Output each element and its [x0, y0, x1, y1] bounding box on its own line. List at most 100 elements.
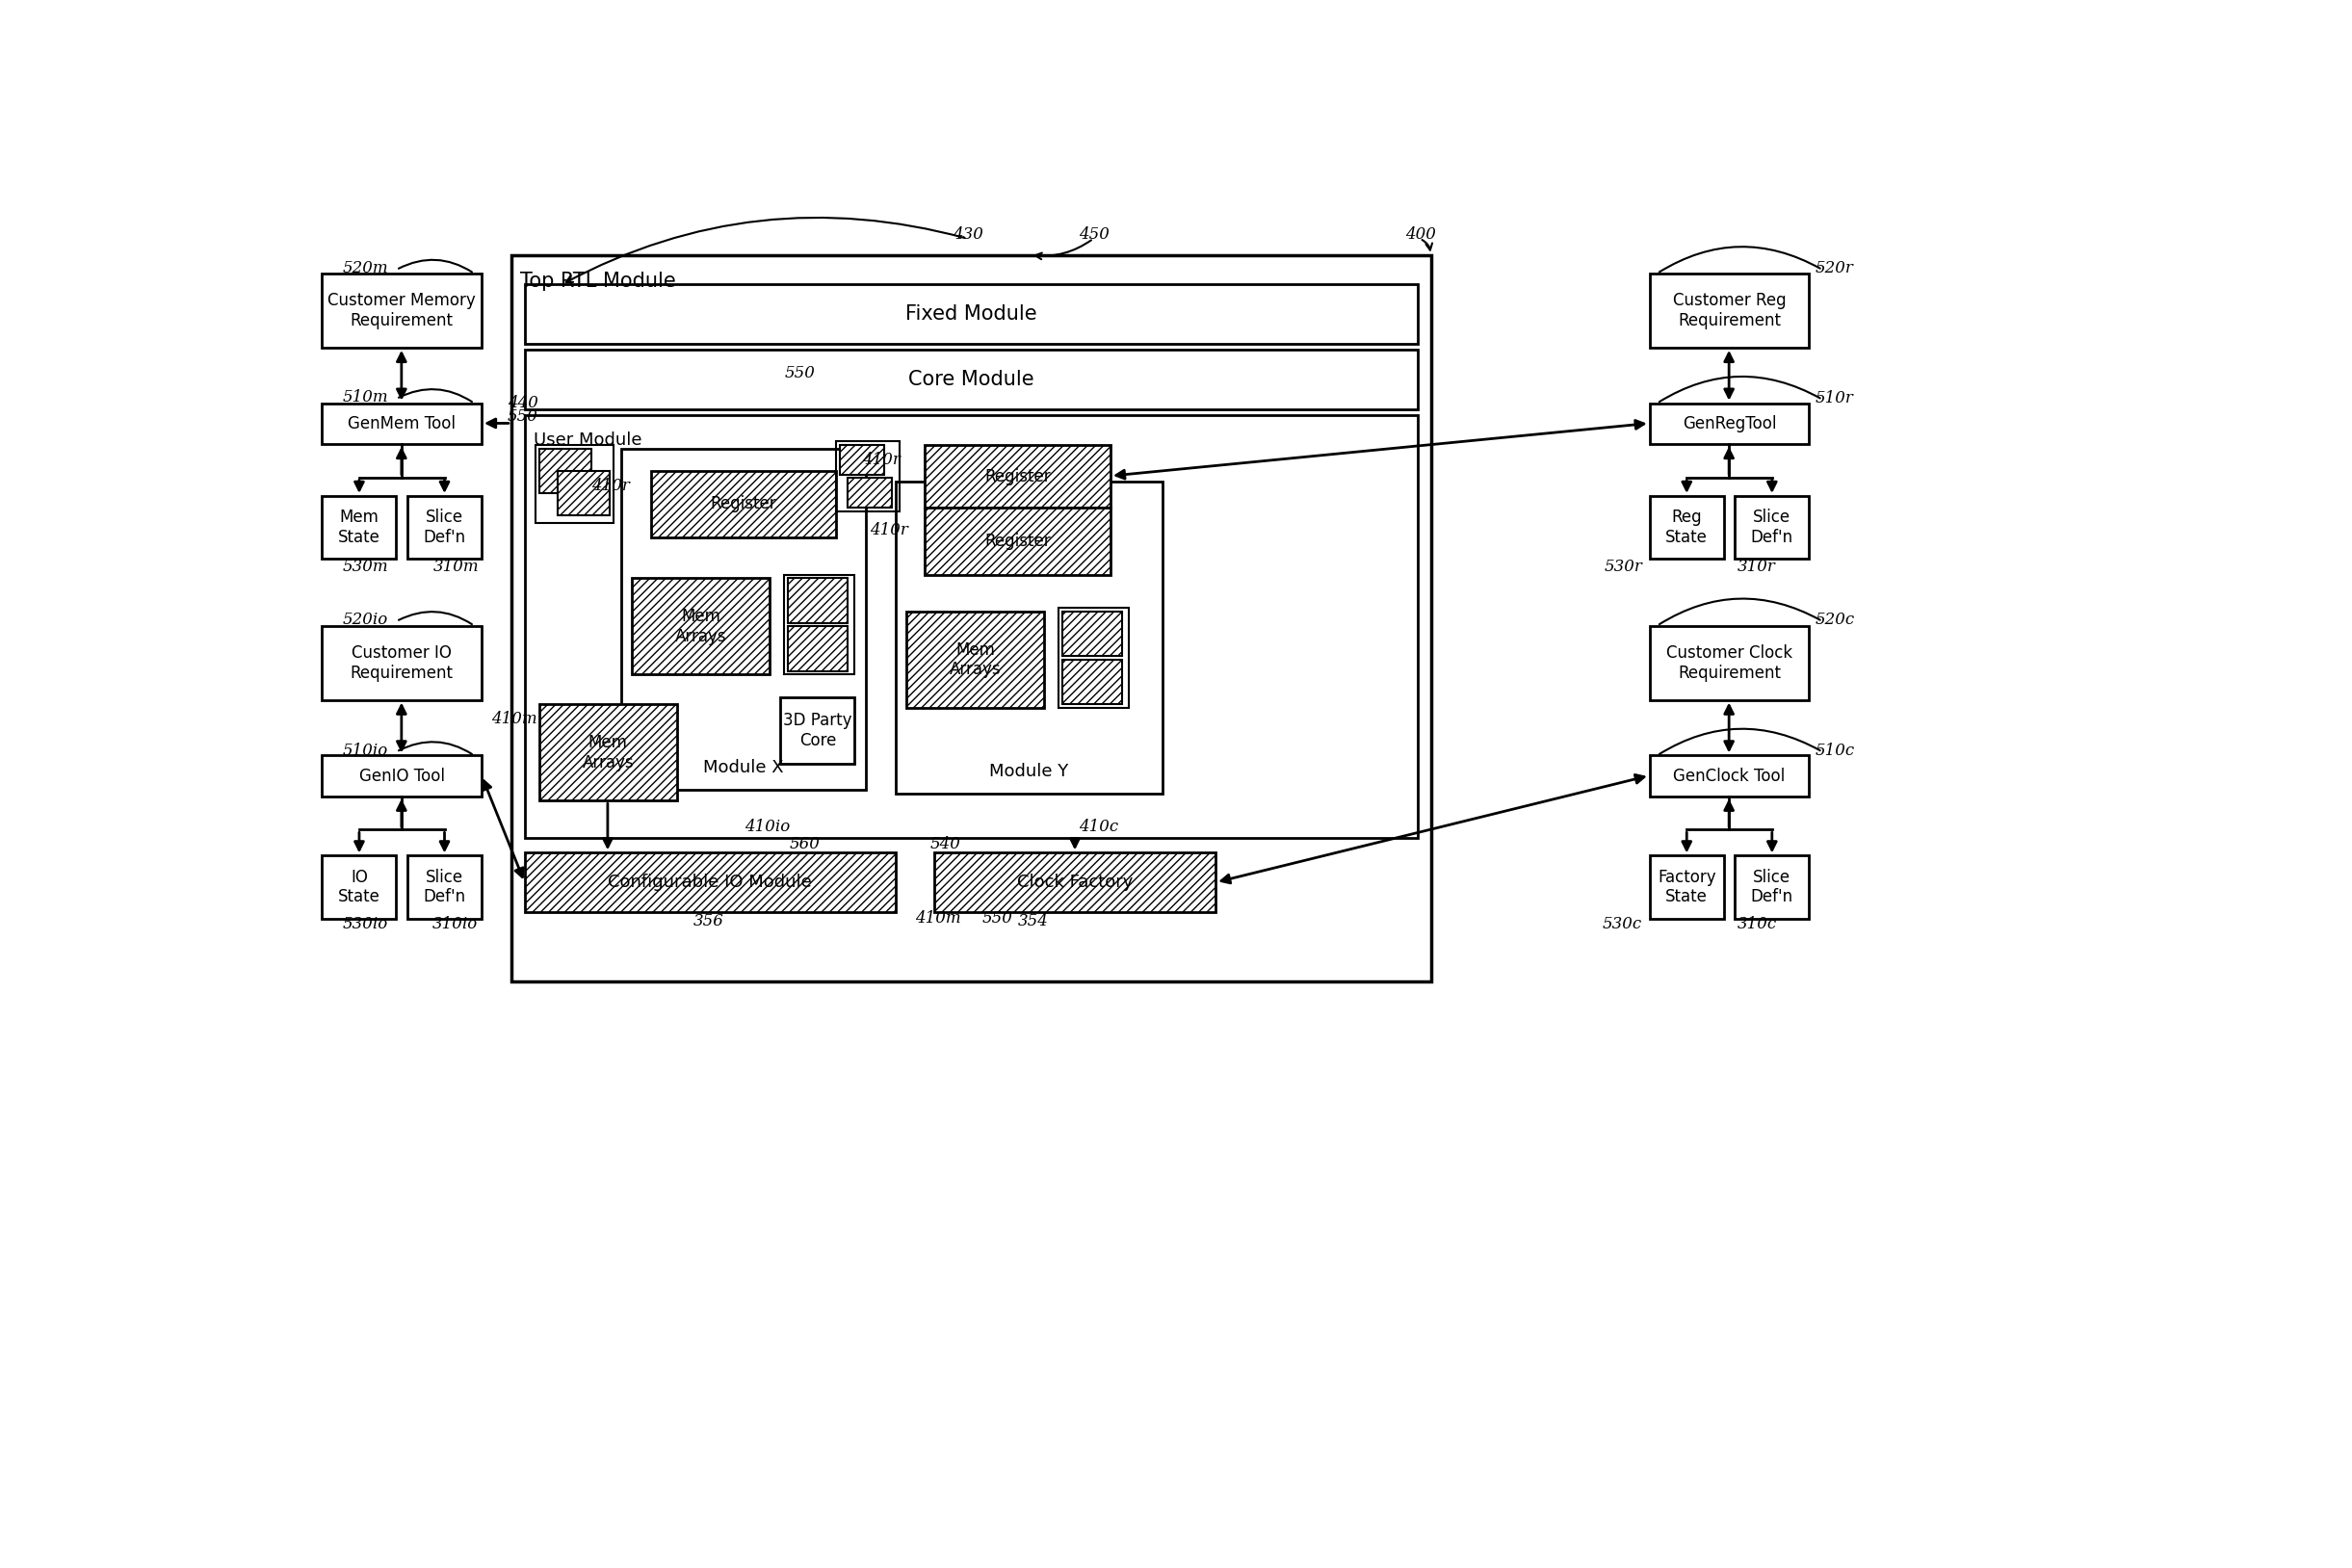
Text: Mem
Arrays: Mem Arrays: [950, 641, 1002, 679]
Text: 550: 550: [783, 365, 814, 381]
Bar: [1736, 495, 1809, 558]
Bar: [524, 350, 1418, 409]
Text: Register: Register: [985, 533, 1051, 550]
Text: Mem
Arrays: Mem Arrays: [583, 734, 633, 771]
Text: 550: 550: [983, 909, 1014, 927]
Text: IO
State: IO State: [339, 869, 381, 906]
Text: 510io: 510io: [343, 742, 388, 759]
Text: 530m: 530m: [343, 558, 388, 574]
Text: 520c: 520c: [1816, 612, 1856, 627]
Text: Reg
State: Reg State: [1665, 508, 1708, 546]
Text: Fixed Module: Fixed Module: [906, 304, 1037, 325]
Text: 310io: 310io: [433, 916, 477, 931]
Text: 410r: 410r: [590, 477, 630, 494]
Text: 530c: 530c: [1602, 916, 1642, 931]
Text: 440: 440: [508, 395, 539, 411]
Text: 560: 560: [790, 836, 821, 851]
Text: 520r: 520r: [1816, 260, 1853, 276]
Text: 410r: 410r: [870, 522, 908, 538]
Text: 356: 356: [694, 913, 724, 930]
Bar: [322, 626, 482, 699]
Bar: [847, 478, 891, 508]
Bar: [1736, 856, 1809, 919]
Text: Slice
Def'n: Slice Def'n: [423, 869, 466, 906]
Text: 530r: 530r: [1604, 558, 1642, 574]
Text: 410r: 410r: [863, 452, 901, 467]
Text: Mem
State: Mem State: [339, 508, 381, 546]
Bar: [322, 495, 395, 558]
Bar: [896, 481, 1162, 793]
Bar: [924, 445, 1110, 508]
Text: Customer Memory
Requirement: Customer Memory Requirement: [327, 292, 475, 329]
Text: 310c: 310c: [1738, 916, 1776, 931]
Text: 450: 450: [1080, 226, 1110, 243]
Bar: [835, 441, 898, 511]
Bar: [539, 704, 677, 801]
Text: Slice
Def'n: Slice Def'n: [1750, 869, 1792, 906]
Text: 510m: 510m: [343, 389, 388, 406]
Bar: [557, 470, 609, 516]
Bar: [1649, 626, 1809, 699]
Bar: [510, 256, 1430, 982]
Text: Clock Factory: Clock Factory: [1016, 873, 1134, 891]
Bar: [524, 284, 1418, 343]
Bar: [1058, 608, 1129, 709]
Text: 410c: 410c: [1080, 818, 1117, 834]
Text: 400: 400: [1404, 226, 1435, 243]
Text: 530io: 530io: [343, 916, 388, 931]
Bar: [407, 495, 482, 558]
Bar: [539, 448, 590, 492]
Bar: [1063, 612, 1122, 655]
Text: Core Module: Core Module: [908, 370, 1035, 389]
Bar: [783, 574, 854, 674]
Bar: [322, 403, 482, 444]
Bar: [1649, 403, 1809, 444]
Bar: [924, 508, 1110, 574]
Text: 354: 354: [1018, 913, 1049, 930]
Bar: [906, 612, 1044, 709]
Text: GenRegTool: GenRegTool: [1682, 416, 1776, 433]
Text: Customer Reg
Requirement: Customer Reg Requirement: [1672, 292, 1785, 329]
Bar: [1649, 756, 1809, 797]
Text: Customer IO
Requirement: Customer IO Requirement: [350, 644, 454, 682]
Bar: [1649, 273, 1809, 348]
Text: 310r: 310r: [1738, 558, 1776, 574]
Text: 410m: 410m: [915, 909, 962, 927]
Text: Register: Register: [985, 467, 1051, 485]
Text: Module Y: Module Y: [990, 762, 1068, 779]
Text: Register: Register: [710, 495, 776, 513]
Text: Module X: Module X: [703, 759, 783, 776]
Bar: [1649, 856, 1724, 919]
Text: 520io: 520io: [343, 612, 388, 627]
Bar: [1063, 660, 1122, 704]
Text: Slice
Def'n: Slice Def'n: [1750, 508, 1792, 546]
Bar: [407, 856, 482, 919]
Bar: [536, 445, 614, 522]
Text: GenIO Tool: GenIO Tool: [360, 767, 445, 784]
Text: GenMem Tool: GenMem Tool: [348, 416, 456, 433]
Bar: [840, 445, 884, 475]
Bar: [322, 273, 482, 348]
Text: Mem
Arrays: Mem Arrays: [675, 608, 727, 644]
Bar: [322, 856, 395, 919]
Text: 510r: 510r: [1816, 390, 1853, 406]
Text: Factory
State: Factory State: [1658, 869, 1717, 906]
Bar: [652, 470, 835, 538]
Text: GenClock Tool: GenClock Tool: [1672, 767, 1785, 784]
Bar: [524, 853, 896, 913]
Text: 310m: 310m: [433, 558, 480, 574]
Text: 510c: 510c: [1816, 742, 1856, 759]
Text: Slice
Def'n: Slice Def'n: [423, 508, 466, 546]
Text: User Module: User Module: [534, 431, 642, 448]
Bar: [633, 579, 769, 674]
Text: 410io: 410io: [746, 818, 790, 834]
Bar: [1649, 495, 1724, 558]
Bar: [934, 853, 1216, 913]
Bar: [788, 579, 847, 622]
Text: 520m: 520m: [343, 260, 388, 276]
Text: Top RTL Module: Top RTL Module: [520, 271, 675, 290]
Bar: [524, 416, 1418, 837]
Text: 410m: 410m: [492, 710, 536, 728]
Text: 3D Party
Core: 3D Party Core: [783, 712, 851, 750]
Text: Customer Clock
Requirement: Customer Clock Requirement: [1665, 644, 1792, 682]
